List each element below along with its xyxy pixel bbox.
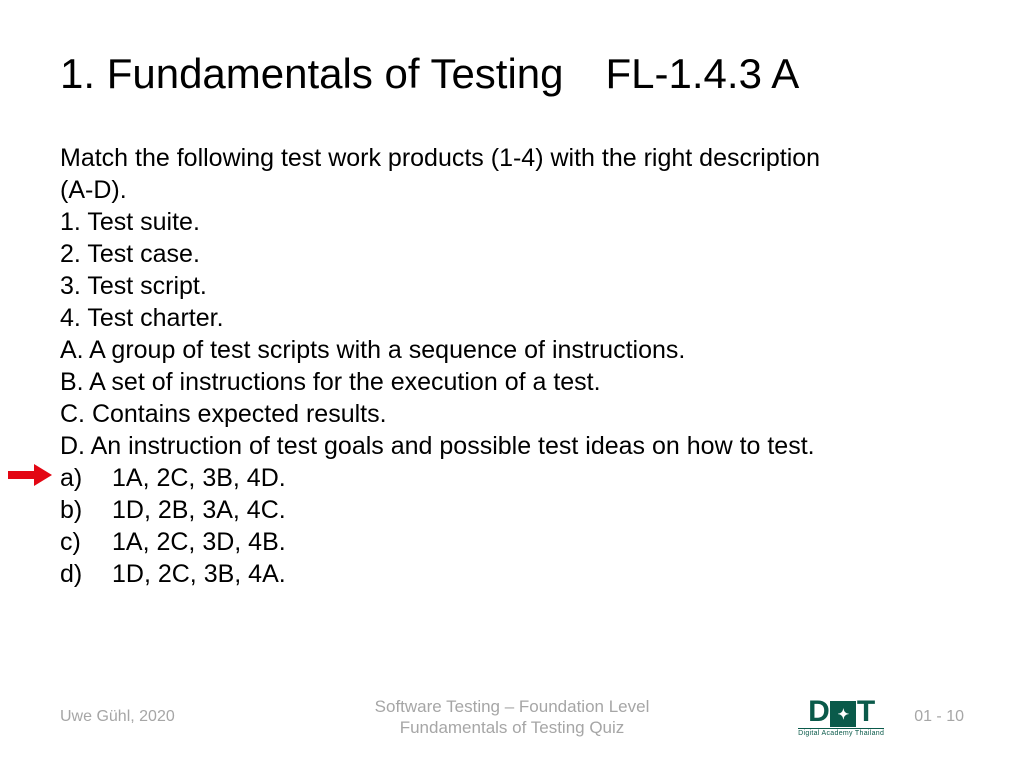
- answer-text: 1A, 2C, 3B, 4D.: [112, 462, 286, 494]
- instruction-line: (A-D).: [60, 174, 964, 206]
- description-item: A. A group of test scripts with a sequen…: [60, 334, 964, 366]
- answer-option-b: b) 1D, 2B, 3A, 4C.: [60, 494, 964, 526]
- footer-subtitle: Software Testing – Foundation Level Fund…: [375, 696, 650, 739]
- answer-letter: d): [60, 558, 112, 590]
- footer-right-group: D ✦ T Digital Academy Thailand 01 - 10: [798, 697, 964, 737]
- answer-option-d: d) 1D, 2C, 3B, 4A.: [60, 558, 964, 590]
- answer-text: 1D, 2B, 3A, 4C.: [112, 494, 286, 526]
- answer-letter: a): [60, 462, 112, 494]
- slide-title: 1. Fundamentals of Testing FL-1.4.3 A: [60, 50, 964, 98]
- slide-footer: Uwe Gühl, 2020 Software Testing – Founda…: [0, 692, 1024, 742]
- logo-text: D ✦ T: [808, 697, 874, 727]
- answer-option-c: c) 1A, 2C, 3D, 4B.: [60, 526, 964, 558]
- instruction-line: Match the following test work products (…: [60, 142, 964, 174]
- product-item: 4. Test charter.: [60, 302, 964, 334]
- answer-text: 1D, 2C, 3B, 4A.: [112, 558, 286, 590]
- answer-letter: c): [60, 526, 112, 558]
- answer-letter: b): [60, 494, 112, 526]
- product-item: 3. Test script.: [60, 270, 964, 302]
- product-item: 2. Test case.: [60, 238, 964, 270]
- footer-center-line: Software Testing – Foundation Level: [375, 697, 650, 716]
- footer-author: Uwe Gühl, 2020: [60, 708, 175, 726]
- answer-option-a: a) 1A, 2C, 3B, 4D.: [60, 462, 964, 494]
- footer-center-line: Fundamentals of Testing Quiz: [400, 718, 625, 737]
- logo-subtitle: Digital Academy Thailand: [798, 728, 884, 737]
- slide-body: Match the following test work products (…: [60, 142, 964, 590]
- description-item: D. An instruction of test goals and poss…: [60, 430, 964, 462]
- description-item: B. A set of instructions for the executi…: [60, 366, 964, 398]
- product-item: 1. Test suite.: [60, 206, 964, 238]
- description-item: C. Contains expected results.: [60, 398, 964, 430]
- answer-text: 1A, 2C, 3D, 4B.: [112, 526, 286, 558]
- slide-container: 1. Fundamentals of Testing FL-1.4.3 A Ma…: [0, 0, 1024, 768]
- correct-arrow-icon: [8, 462, 52, 494]
- dat-logo-icon: D ✦ T Digital Academy Thailand: [798, 697, 884, 737]
- page-number: 01 - 10: [914, 708, 964, 726]
